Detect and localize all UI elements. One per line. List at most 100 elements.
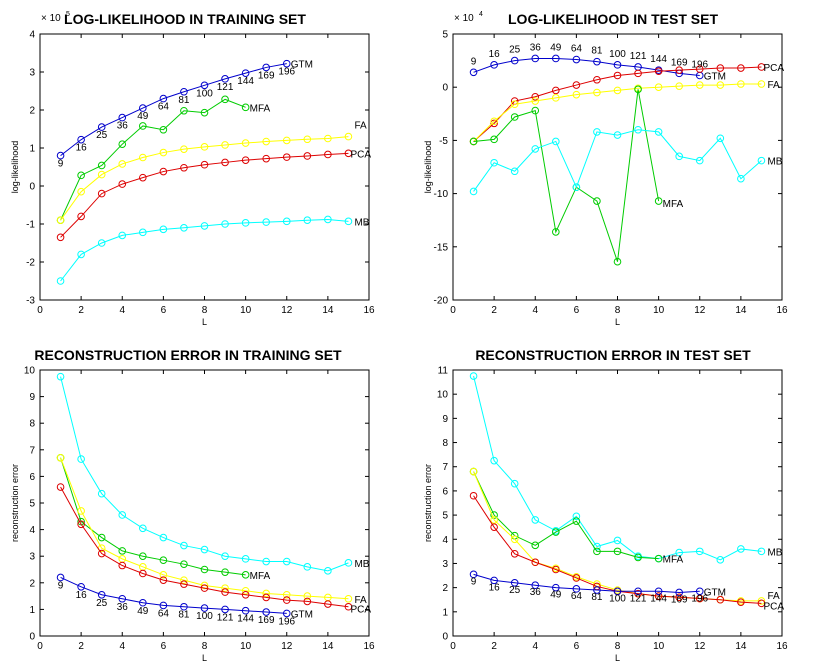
data-point-fa xyxy=(56,216,65,224)
point-label: 49 xyxy=(550,590,562,601)
data-point-mfa xyxy=(159,556,168,564)
point-label: 25 xyxy=(509,585,521,596)
data-point-mfa xyxy=(77,171,85,180)
data-point-pca xyxy=(303,597,312,606)
y-tick-label: 3 xyxy=(29,68,35,79)
data-point-mfa xyxy=(97,161,106,170)
point-label: 9 xyxy=(471,56,477,67)
data-point-mb xyxy=(97,489,106,498)
point-label: 49 xyxy=(137,111,149,122)
data-point-mb xyxy=(324,215,332,224)
data-point-pca xyxy=(180,163,188,172)
data-point-pca xyxy=(490,119,498,128)
data-point-pca xyxy=(757,599,766,608)
data-point-mb xyxy=(531,145,540,153)
data-point-gtm xyxy=(77,135,85,144)
y-axis-label: reconstruction error xyxy=(10,464,20,542)
data-point-mb xyxy=(221,552,229,561)
series-line-mfa xyxy=(473,89,660,262)
data-point-fa xyxy=(221,584,229,592)
data-point-fa xyxy=(757,597,766,605)
series-label-pca: PCA xyxy=(763,63,784,74)
data-point-pca xyxy=(139,173,147,182)
data-point-mb xyxy=(56,277,65,285)
point-label: 169 xyxy=(671,594,688,605)
plot-frame xyxy=(39,369,370,637)
data-point-fa xyxy=(695,81,704,89)
data-point-pca xyxy=(510,549,519,558)
data-point-gtm xyxy=(159,94,168,103)
point-label: 121 xyxy=(217,612,234,623)
y-tick-label: 10 xyxy=(437,390,449,401)
point-label: 121 xyxy=(217,82,234,93)
x-tick-label: 14 xyxy=(735,641,747,652)
point-label: 49 xyxy=(550,42,562,53)
y-tick-label: 0 xyxy=(29,182,35,193)
data-point-fa xyxy=(531,97,540,105)
series-label-mfa: MFA xyxy=(663,199,684,210)
point-label: 36 xyxy=(530,587,542,598)
point-label: 25 xyxy=(509,45,521,56)
x-tick-label: 14 xyxy=(322,641,334,652)
data-point-pca xyxy=(572,81,581,89)
data-point-pca xyxy=(221,588,229,596)
y-tick-label: 2 xyxy=(442,583,448,594)
x-tick-label: 10 xyxy=(240,641,252,652)
series-fa: FA xyxy=(56,121,367,224)
data-point-mb xyxy=(241,555,250,563)
point-label: 16 xyxy=(76,590,88,601)
data-point-pca xyxy=(56,483,65,491)
data-point-pca xyxy=(324,600,332,608)
series-line-pca xyxy=(60,152,349,238)
series-label-gtm: GTM xyxy=(291,60,313,71)
point-label: 64 xyxy=(571,44,583,55)
data-point-mb xyxy=(531,516,540,524)
data-point-gtm xyxy=(282,59,291,68)
data-point-mb xyxy=(180,224,188,232)
y-tick-label: 10 xyxy=(24,366,36,377)
chart-title: RECONSTRUCTION ERROR IN TRAINING SET xyxy=(34,347,342,363)
data-point-pca xyxy=(737,598,745,606)
y-tick-label: -15 xyxy=(434,242,449,253)
data-point-gtm xyxy=(221,75,229,83)
x-tick-label: 10 xyxy=(653,305,665,316)
point-label: 196 xyxy=(278,616,295,627)
data-point-fa xyxy=(593,88,601,97)
data-point-mb xyxy=(200,222,209,230)
data-point-fa xyxy=(716,81,725,89)
data-point-gtm xyxy=(159,601,168,610)
y-tick-label: 9 xyxy=(442,414,448,425)
data-point-fa xyxy=(490,117,498,126)
data-point-gtm xyxy=(139,104,147,112)
point-label: 9 xyxy=(58,580,64,591)
x-tick-label: 0 xyxy=(37,641,43,652)
data-point-fa xyxy=(593,580,601,588)
data-point-mfa xyxy=(221,568,229,576)
data-point-gtm xyxy=(552,583,560,592)
data-point-gtm xyxy=(56,573,65,582)
data-point-gtm xyxy=(180,602,188,611)
data-point-gtm xyxy=(572,55,581,64)
x-tick-label: 8 xyxy=(202,641,208,652)
data-point-fa xyxy=(180,576,188,584)
data-point-fa xyxy=(262,589,270,598)
x-tick-label: 14 xyxy=(322,305,334,316)
data-point-mb xyxy=(737,174,745,183)
data-point-pca xyxy=(552,565,560,574)
data-point-gtm xyxy=(613,587,622,596)
data-point-mfa xyxy=(200,565,209,574)
series-label-mb: MB xyxy=(354,559,369,570)
data-point-pca xyxy=(118,180,127,188)
x-tick-label: 4 xyxy=(532,641,538,652)
data-point-fa xyxy=(241,139,250,147)
series-label-mfa: MFA xyxy=(250,571,271,582)
series-label-fa: FA xyxy=(767,591,780,602)
y-tick-label: 1 xyxy=(29,144,35,155)
point-label: 81 xyxy=(591,592,603,603)
y-tick-label: -10 xyxy=(434,189,449,200)
data-point-mb xyxy=(303,216,312,224)
point-label: 36 xyxy=(117,602,129,613)
data-point-mb xyxy=(716,556,725,564)
y-tick-label: 9 xyxy=(29,392,35,403)
